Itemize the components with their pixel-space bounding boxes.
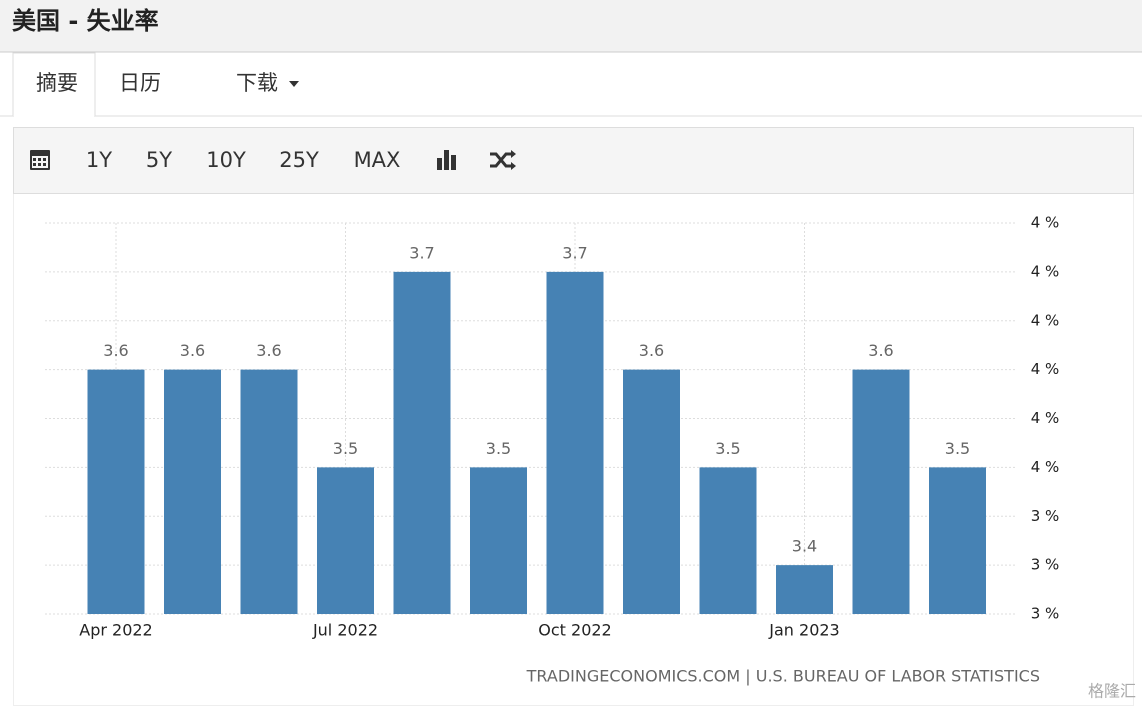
bar — [87, 369, 145, 614]
chart-frame — [13, 194, 1134, 706]
bar — [393, 271, 451, 614]
toolbar — [13, 127, 1134, 194]
dropdown-caret[interactable] — [289, 81, 299, 87]
value-label: 3.4 — [792, 537, 817, 556]
header-bar — [0, 0, 1142, 52]
tab[interactable]: 摘要 — [36, 71, 78, 95]
range-button[interactable]: 5Y — [146, 148, 172, 172]
tab[interactable]: 下载 — [236, 71, 278, 95]
page-title: 美国 - 失业率 — [12, 7, 159, 35]
active-tab-cover — [14, 110, 94, 118]
value-label: 3.7 — [409, 243, 434, 262]
bar — [317, 467, 374, 614]
bar — [699, 467, 757, 614]
y-tick-label: 3 % — [1031, 507, 1060, 525]
watermark: 格隆汇 — [1088, 682, 1136, 701]
range-button[interactable]: 10Y — [206, 148, 246, 172]
y-tick-label: 4 % — [1031, 409, 1060, 427]
x-tick-label: Oct 2022 — [538, 621, 611, 640]
value-label: 3.7 — [562, 243, 587, 262]
y-tick-label: 4 % — [1031, 360, 1060, 378]
value-label: 3.5 — [486, 439, 511, 458]
bar — [164, 369, 221, 614]
shuffle-icon[interactable] — [490, 150, 516, 170]
value-label: 3.5 — [945, 439, 970, 458]
value-label: 3.6 — [103, 341, 128, 360]
calendar-icon[interactable] — [30, 150, 50, 170]
chart-type-icon[interactable] — [437, 150, 456, 170]
bar — [776, 565, 833, 614]
y-tick-label: 4 % — [1031, 311, 1060, 329]
value-label: 3.6 — [180, 341, 205, 360]
value-label: 3.6 — [639, 341, 664, 360]
y-tick-label: 4 % — [1031, 458, 1060, 476]
y-tick-label: 3 % — [1031, 556, 1060, 574]
active-tab — [12, 52, 96, 116]
value-label: 3.5 — [715, 439, 740, 458]
value-label: 3.6 — [256, 341, 281, 360]
bar — [852, 369, 910, 614]
range-button[interactable]: MAX — [354, 148, 401, 172]
tab[interactable]: 日历 — [119, 71, 161, 95]
y-tick-label: 4 % — [1031, 214, 1060, 232]
value-label: 3.5 — [333, 439, 358, 458]
x-tick-label: Apr 2022 — [79, 621, 152, 640]
range-button[interactable]: 25Y — [279, 148, 319, 172]
x-tick-label: Jan 2023 — [768, 621, 839, 640]
bar — [929, 467, 986, 614]
x-tick-label: Jul 2022 — [312, 621, 378, 640]
value-label: 3.6 — [868, 341, 893, 360]
source-note: TRADINGECONOMICS.COM | U.S. BUREAU OF LA… — [526, 667, 1040, 686]
bar — [240, 369, 298, 614]
bar — [470, 467, 527, 614]
bar — [546, 271, 604, 614]
range-button[interactable]: 1Y — [86, 148, 112, 172]
y-tick-label: 4 % — [1031, 262, 1060, 280]
y-tick-label: 3 % — [1031, 605, 1060, 623]
bar — [623, 369, 680, 614]
